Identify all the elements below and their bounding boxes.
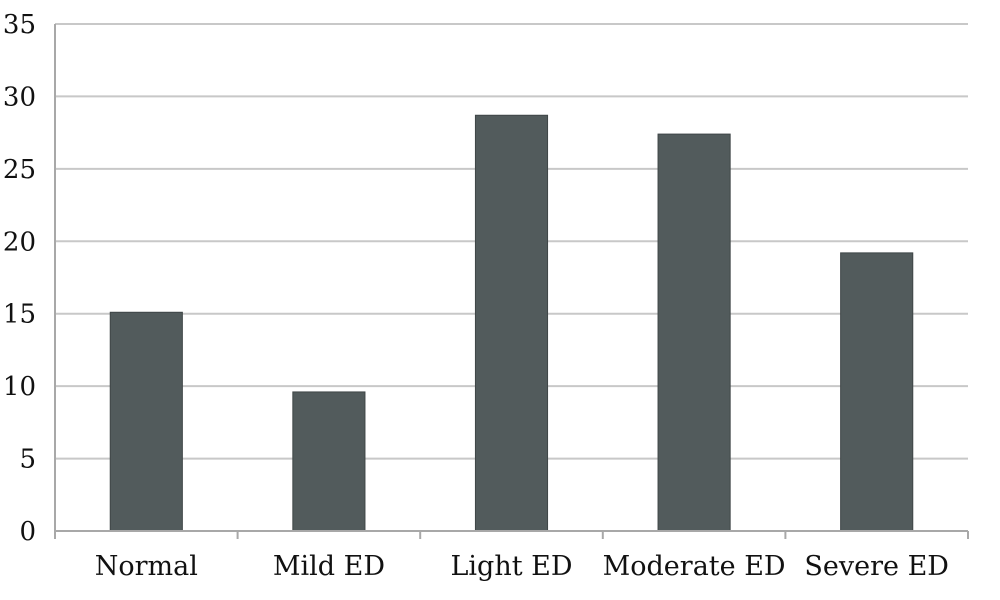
axes <box>54 24 969 539</box>
y-tick-label: 10 <box>3 372 36 402</box>
x-axis-categories: Normal Mild ED Light ED Moderate ED Severe E… <box>95 551 949 582</box>
bar-mild-ed <box>292 391 366 532</box>
y-tick-label: 35 <box>3 10 36 40</box>
y-axis-ticks: 0 5 10 15 20 25 30 35 <box>3 10 36 547</box>
x-category-label: Light ED <box>450 551 572 582</box>
x-category-label: Severe ED <box>804 551 949 582</box>
x-category-label: Mild ED <box>273 551 385 582</box>
y-tick-label: 30 <box>3 82 36 112</box>
bar-light-ed <box>474 114 549 532</box>
x-category-label: Moderate ED <box>603 551 786 582</box>
y-tick-label: 15 <box>3 300 36 330</box>
y-tick-label: 0 <box>19 517 36 547</box>
x-category-label: Normal <box>95 551 198 582</box>
bar-moderate-ed <box>657 133 731 532</box>
y-tick-label: 20 <box>3 227 36 257</box>
bar-normal <box>109 311 183 532</box>
y-tick-label: 5 <box>19 445 36 475</box>
bars <box>109 114 914 532</box>
bar-severe-ed <box>840 252 914 532</box>
y-tick-label: 25 <box>3 155 36 185</box>
